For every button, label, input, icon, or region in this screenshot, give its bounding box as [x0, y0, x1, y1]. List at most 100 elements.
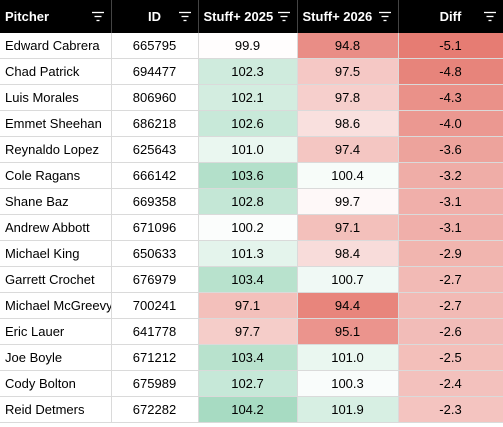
pitcher-name-cell[interactable]: Chad Patrick	[0, 58, 112, 85]
stuff-2026-cell[interactable]: 97.1	[297, 214, 399, 241]
pitcher-name-cell[interactable]: Edward Cabrera	[0, 33, 112, 59]
stuff-2026-cell[interactable]: 101.0	[297, 344, 399, 371]
column-header-diff[interactable]: Diff	[398, 0, 503, 33]
stuff-2026-cell[interactable]: 98.4	[297, 240, 399, 267]
diff-cell[interactable]: -4.0	[398, 110, 503, 137]
diff-cell[interactable]: -5.1	[398, 33, 503, 59]
stuff-2025-cell[interactable]: 102.6	[198, 110, 298, 137]
column-header-label: ID	[148, 9, 161, 24]
player-id-cell[interactable]: 675989	[111, 370, 199, 397]
stuff-2025-cell[interactable]: 100.2	[198, 214, 298, 241]
pitcher-name-cell[interactable]: Luis Morales	[0, 84, 112, 111]
column-header-label: Stuff+ 2025	[203, 9, 274, 24]
stuff-2026-cell[interactable]: 101.9	[297, 396, 399, 423]
stuff-2025-cell[interactable]: 103.6	[198, 162, 298, 189]
filter-icon[interactable]	[178, 11, 191, 22]
column-header-label: Diff	[439, 9, 462, 24]
stuff-2025-cell[interactable]: 97.7	[198, 318, 298, 345]
header-row: Pitcher ID Stuff+ 2025 Stuff+ 2026 Diff	[0, 0, 503, 33]
pitcher-name-cell[interactable]: Andrew Abbott	[0, 214, 112, 241]
pitcher-name-cell[interactable]: Cole Ragans	[0, 162, 112, 189]
pitcher-name-cell[interactable]: Michael McGreevy	[0, 292, 112, 319]
player-id-cell[interactable]: 665795	[111, 33, 199, 59]
column-header-id[interactable]: ID	[111, 0, 199, 33]
player-id-cell[interactable]: 666142	[111, 162, 199, 189]
pitcher-name-cell[interactable]: Shane Baz	[0, 188, 112, 215]
stuff-2025-cell[interactable]: 102.8	[198, 188, 298, 215]
stuff-2025-cell[interactable]: 99.9	[198, 33, 298, 59]
stuff-2026-cell[interactable]: 100.3	[297, 370, 399, 397]
player-id-cell[interactable]: 669358	[111, 188, 199, 215]
player-id-cell[interactable]: 806960	[111, 84, 199, 111]
diff-cell[interactable]: -3.1	[398, 214, 503, 241]
table-row: Eric Lauer 641778 97.7 95.1 -2.6	[0, 318, 503, 345]
stuff-2026-cell[interactable]: 100.4	[297, 162, 399, 189]
stuff-2026-cell[interactable]: 94.4	[297, 292, 399, 319]
stuff-2026-cell[interactable]: 100.7	[297, 266, 399, 293]
diff-cell[interactable]: -3.2	[398, 162, 503, 189]
diff-cell[interactable]: -2.5	[398, 344, 503, 371]
table-row: Reid Detmers 672282 104.2 101.9 -2.3	[0, 396, 503, 423]
column-header-pitcher[interactable]: Pitcher	[0, 0, 112, 33]
diff-cell[interactable]: -2.3	[398, 396, 503, 423]
player-id-cell[interactable]: 641778	[111, 318, 199, 345]
pitcher-name-cell[interactable]: Emmet Sheehan	[0, 110, 112, 137]
table-row: Cole Ragans 666142 103.6 100.4 -3.2	[0, 162, 503, 189]
filter-icon[interactable]	[277, 11, 290, 22]
pitcher-name-cell[interactable]: Reid Detmers	[0, 396, 112, 423]
player-id-cell[interactable]: 694477	[111, 58, 199, 85]
player-id-cell[interactable]: 671212	[111, 344, 199, 371]
column-header-stuff-2026[interactable]: Stuff+ 2026	[297, 0, 399, 33]
stuff-2026-cell[interactable]: 94.8	[297, 33, 399, 59]
table-row: Edward Cabrera 665795 99.9 94.8 -5.1	[0, 33, 503, 59]
column-header-stuff-2025[interactable]: Stuff+ 2025	[198, 0, 298, 33]
pitcher-name-cell[interactable]: Cody Bolton	[0, 370, 112, 397]
table-row: Shane Baz 669358 102.8 99.7 -3.1	[0, 188, 503, 215]
player-id-cell[interactable]: 671096	[111, 214, 199, 241]
stuff-2025-cell[interactable]: 101.0	[198, 136, 298, 163]
filter-icon[interactable]	[91, 11, 104, 22]
stuff-2026-cell[interactable]: 98.6	[297, 110, 399, 137]
diff-cell[interactable]: -2.7	[398, 266, 503, 293]
player-id-cell[interactable]: 700241	[111, 292, 199, 319]
table-header: Pitcher ID Stuff+ 2025 Stuff+ 2026 Diff	[0, 0, 503, 33]
table-body: Edward Cabrera 665795 99.9 94.8 -5.1 Chad Pat…	[0, 33, 503, 423]
table-row: Michael McGreevy 700241 97.1 94.4 -2.7	[0, 292, 503, 319]
stuff-2026-cell[interactable]: 99.7	[297, 188, 399, 215]
stuff-2025-cell[interactable]: 102.1	[198, 84, 298, 111]
player-id-cell[interactable]: 676979	[111, 266, 199, 293]
table-row: Michael King 650633 101.3 98.4 -2.9	[0, 240, 503, 267]
stuff-2025-cell[interactable]: 103.4	[198, 266, 298, 293]
diff-cell[interactable]: -2.6	[398, 318, 503, 345]
stuff-2025-cell[interactable]: 103.4	[198, 344, 298, 371]
player-id-cell[interactable]: 672282	[111, 396, 199, 423]
pitcher-name-cell[interactable]: Michael King	[0, 240, 112, 267]
diff-cell[interactable]: -4.3	[398, 84, 503, 111]
pitcher-name-cell[interactable]: Eric Lauer	[0, 318, 112, 345]
diff-cell[interactable]: -3.6	[398, 136, 503, 163]
stuff-2025-cell[interactable]: 104.2	[198, 396, 298, 423]
stuff-2025-cell[interactable]: 101.3	[198, 240, 298, 267]
player-id-cell[interactable]: 625643	[111, 136, 199, 163]
diff-cell[interactable]: -4.8	[398, 58, 503, 85]
diff-cell[interactable]: -3.1	[398, 188, 503, 215]
stuff-2026-cell[interactable]: 97.5	[297, 58, 399, 85]
player-id-cell[interactable]: 650633	[111, 240, 199, 267]
table-row: Reynaldo Lopez 625643 101.0 97.4 -3.6	[0, 136, 503, 163]
stuff-2025-cell[interactable]: 102.7	[198, 370, 298, 397]
stuff-2026-cell[interactable]: 97.8	[297, 84, 399, 111]
player-id-cell[interactable]: 686218	[111, 110, 199, 137]
stuff-2025-cell[interactable]: 97.1	[198, 292, 298, 319]
pitcher-name-cell[interactable]: Joe Boyle	[0, 344, 112, 371]
filter-icon[interactable]	[483, 11, 496, 22]
stuff-2026-cell[interactable]: 95.1	[297, 318, 399, 345]
pitcher-name-cell[interactable]: Garrett Crochet	[0, 266, 112, 293]
diff-cell[interactable]: -2.4	[398, 370, 503, 397]
stuff-2026-cell[interactable]: 97.4	[297, 136, 399, 163]
pitcher-name-cell[interactable]: Reynaldo Lopez	[0, 136, 112, 163]
stuff-2025-cell[interactable]: 102.3	[198, 58, 298, 85]
filter-icon[interactable]	[378, 11, 391, 22]
diff-cell[interactable]: -2.9	[398, 240, 503, 267]
diff-cell[interactable]: -2.7	[398, 292, 503, 319]
table-row: Luis Morales 806960 102.1 97.8 -4.3	[0, 84, 503, 111]
